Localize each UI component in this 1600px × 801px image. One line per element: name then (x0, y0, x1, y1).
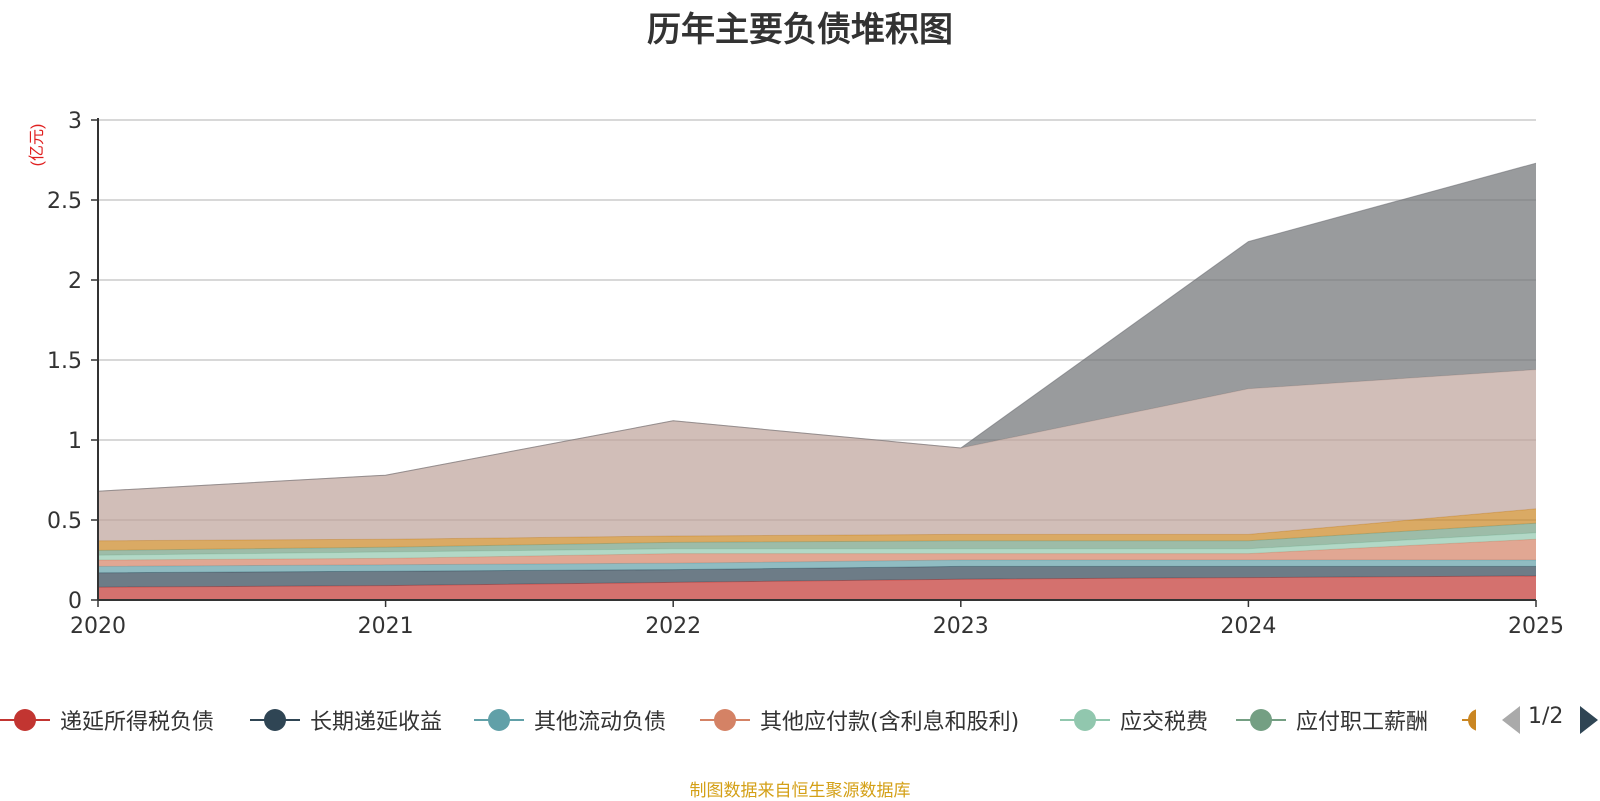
area-series-8[interactable] (98, 163, 1536, 492)
area-chart: 0 0.5 1 1.5 2 2.5 3 2020 2021 2022 2023 2024 2025 (亿… (28, 109, 1564, 639)
legend-label: 递延所得税负债 (60, 710, 215, 735)
legend-next-page-icon[interactable] (1580, 706, 1598, 734)
legend-marker-icon (0, 704, 50, 736)
legend-label: 其他流动负债 (534, 710, 667, 735)
y-tick-label: 1.5 (47, 349, 82, 374)
legend-label: 其他应付款(含利息和股利) (760, 710, 1020, 735)
legend-marker-icon (250, 704, 300, 736)
data-source-note: 制图数据来自恒生聚源数据库 (689, 781, 911, 801)
legend-page-indicator: 1/2 (1528, 704, 1564, 729)
y-tick-label: 3 (68, 109, 82, 134)
area-series-4[interactable] (98, 532, 1536, 560)
area-series-6[interactable] (98, 508, 1536, 551)
area-series-3[interactable] (98, 539, 1536, 567)
area-series-1[interactable] (98, 566, 1536, 588)
y-tick-label: 2 (68, 269, 82, 294)
stacked-areas (97, 162, 1537, 600)
legend-marker-icon (1236, 704, 1286, 736)
legend-label: 应交税费 (1120, 710, 1209, 735)
x-tick-label: 2025 (1508, 614, 1564, 639)
area-series-2[interactable] (98, 560, 1536, 573)
y-tick-label: 1 (68, 429, 82, 454)
x-tick-label: 2024 (1220, 614, 1276, 639)
y-axis-unit-label: (亿元) (28, 124, 46, 167)
x-tick-label: 2020 (70, 614, 126, 639)
area-series-7[interactable] (98, 369, 1536, 541)
legend-marker-icon (1060, 704, 1110, 736)
x-tick-label: 2023 (933, 614, 989, 639)
legend-prev-page-icon[interactable] (1502, 706, 1520, 734)
legend-item[interactable]: 应付职工薪酬 (1236, 704, 1428, 736)
legend: 递延所得税负债 长期递延收益 其他流动负债 其他应付款(含利息和股利) 应交税费 应付职工… (0, 700, 1600, 740)
legend-item[interactable]: 应交税费 (1060, 704, 1208, 736)
legend-label: 应付职工薪酬 (1296, 710, 1429, 735)
y-tick-label: 0 (68, 589, 82, 614)
axes: 0 0.5 1 1.5 2 2.5 3 2020 2021 2022 2023 2024 2025 (47, 109, 1564, 639)
legend-marker-icon (700, 704, 750, 736)
area-series-line-8 (97, 162, 1537, 492)
legend-item[interactable]: 其他应付款(含利息和股利) (700, 704, 1019, 736)
legend-item[interactable]: 其他流动负债 (474, 704, 666, 736)
x-tick-label: 2022 (645, 614, 701, 639)
legend-marker-partial-icon (1462, 704, 1476, 736)
legend-label: 长期递延收益 (310, 710, 443, 735)
x-tick-label: 2021 (358, 614, 414, 639)
legend-item[interactable]: 长期递延收益 (250, 704, 442, 736)
area-series-0[interactable] (98, 576, 1536, 600)
legend-marker-icon (474, 704, 524, 736)
area-series-5[interactable] (98, 523, 1536, 556)
y-tick-label: 0.5 (47, 509, 82, 534)
chart-title: 历年主要负债堆积图 (647, 10, 953, 50)
legend-item[interactable]: 递延所得税负债 (0, 704, 214, 736)
y-tick-label: 2.5 (47, 189, 82, 214)
